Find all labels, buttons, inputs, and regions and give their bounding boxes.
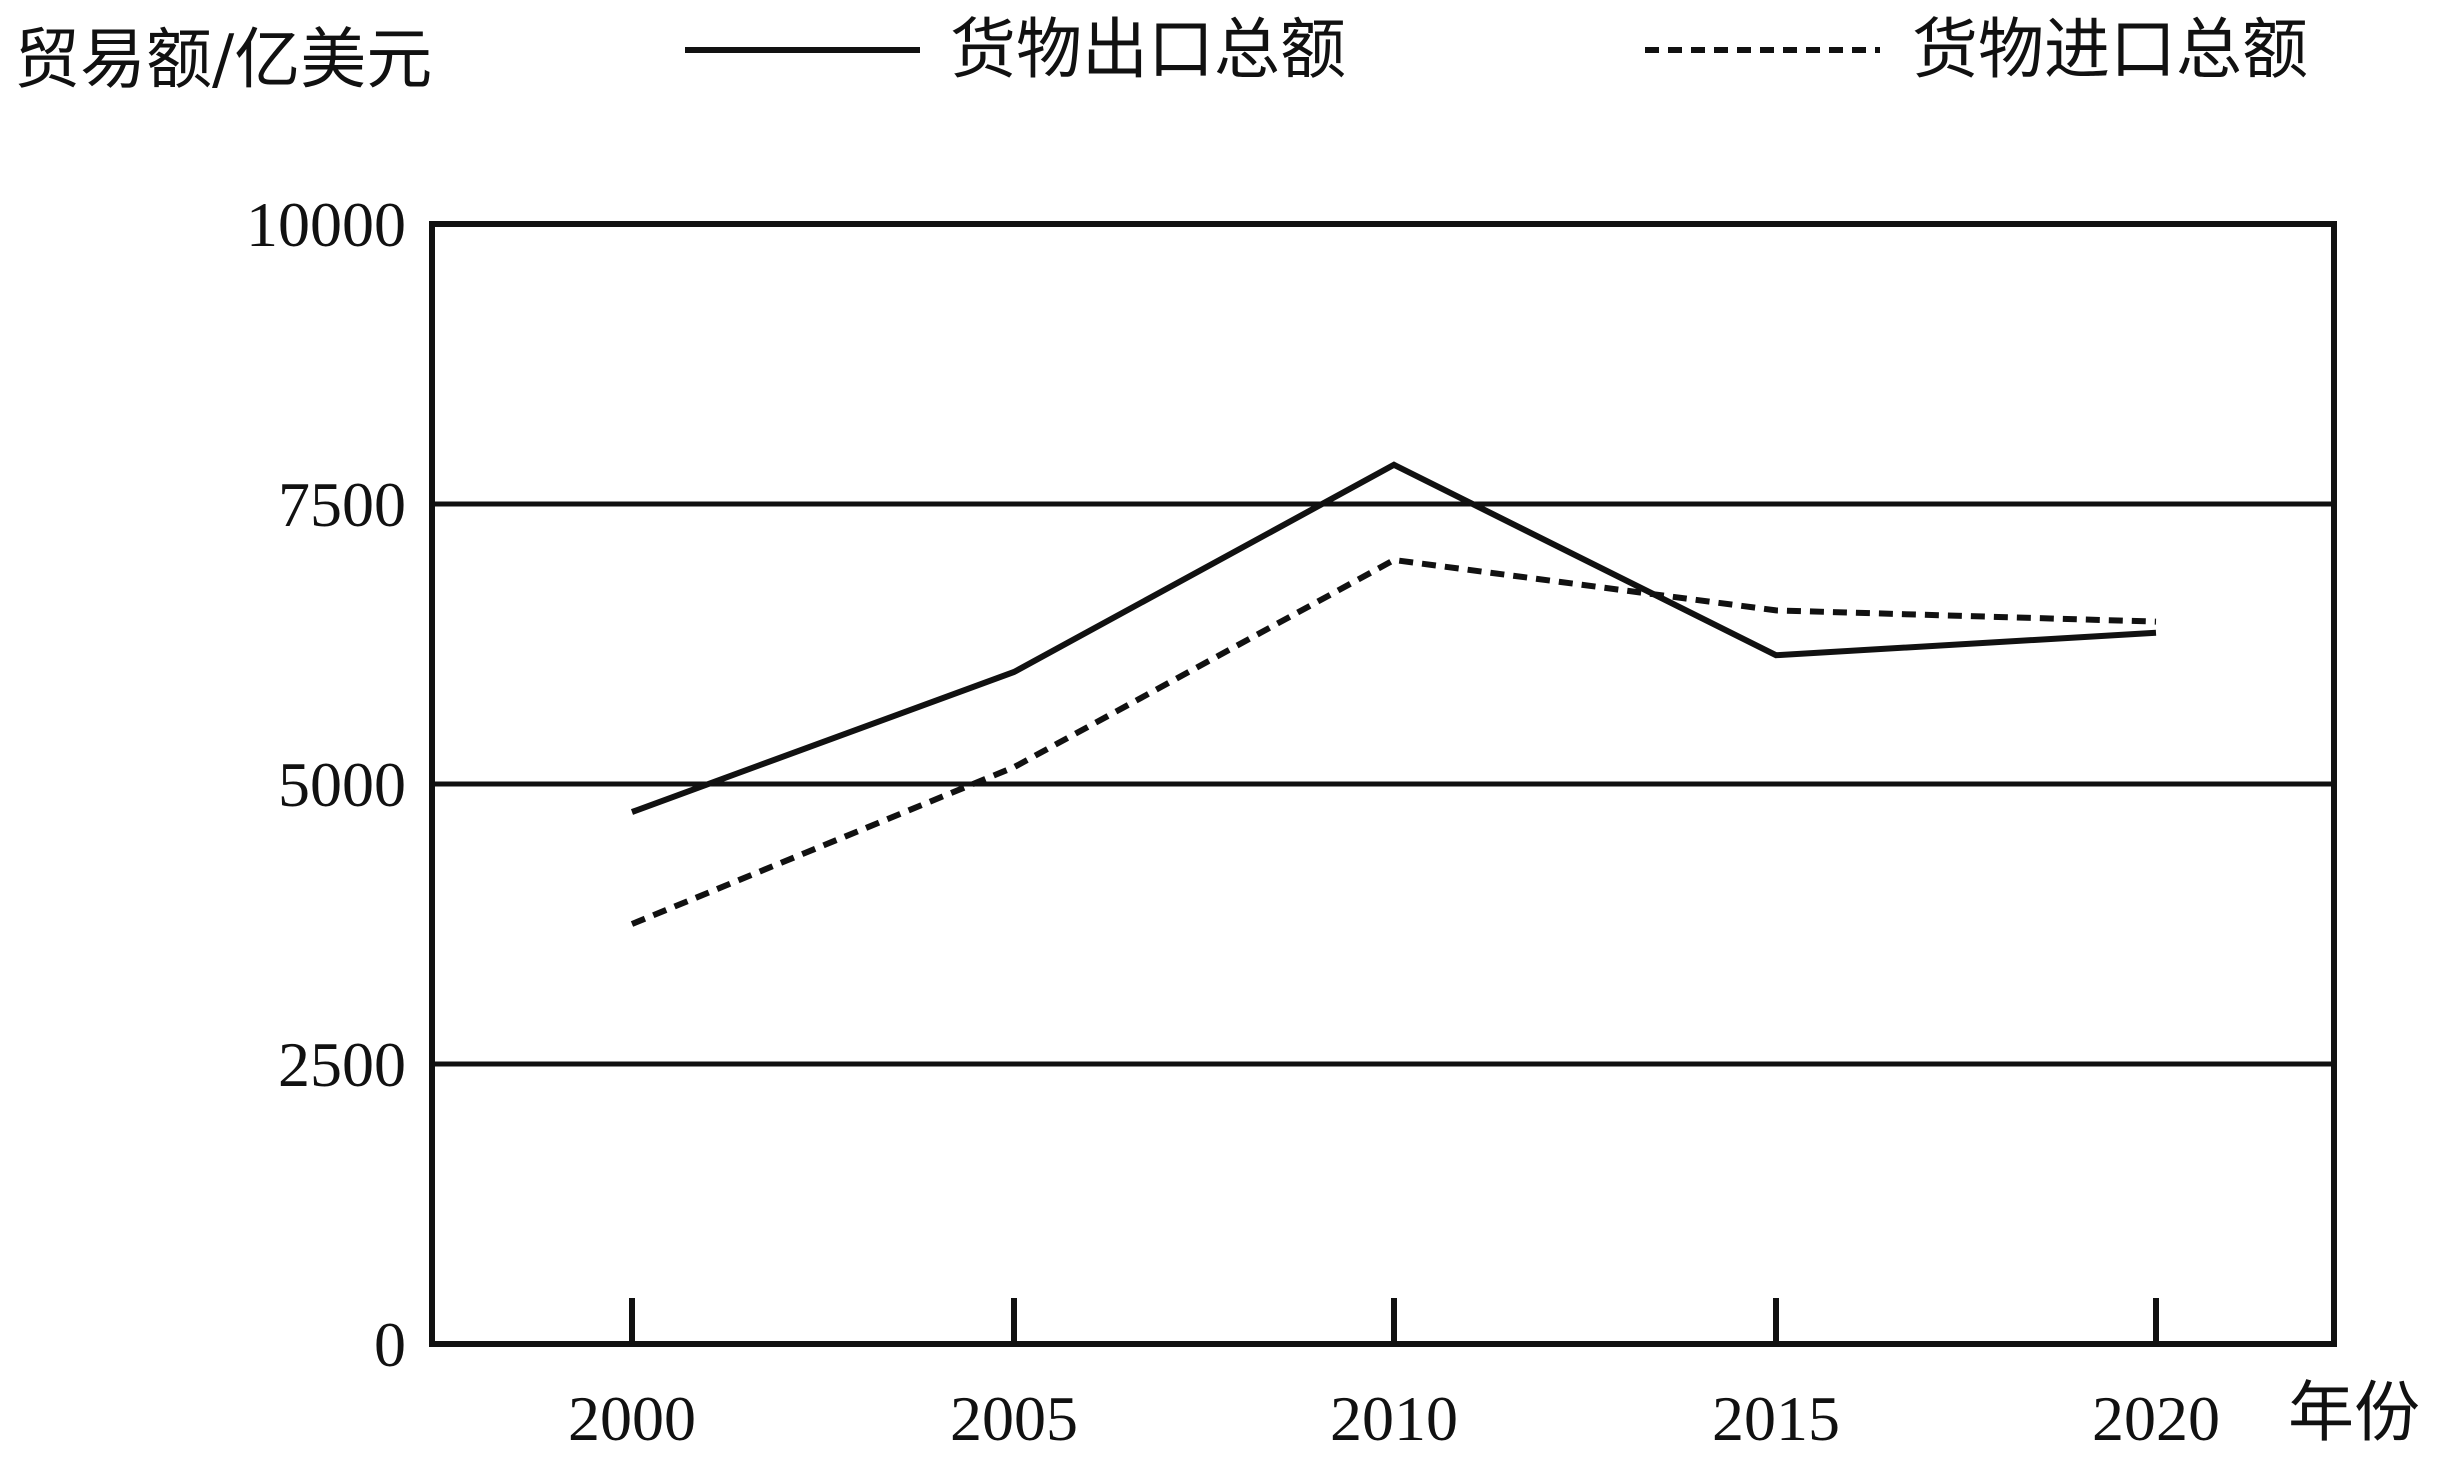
x-tick-label: 2000: [568, 1383, 696, 1454]
series-line-import: [630, 556, 2157, 927]
y-tick-label: 2500: [278, 1029, 406, 1100]
y-tick-label: 5000: [278, 749, 406, 820]
y-tick-label: 7500: [278, 469, 406, 540]
x-tick-label: 2005: [950, 1383, 1078, 1454]
series-lines: [630, 461, 2157, 927]
legend-label-import: 货物进口总额: [1912, 11, 2308, 88]
gridlines: [432, 501, 2334, 1067]
legend-label-export: 货物出口总额: [950, 11, 1346, 88]
x-tick-label: 2010: [1330, 1383, 1458, 1454]
legend: 货物出口总额 货物进口总额: [685, 11, 2308, 88]
y-axis-label: 贸易额/亿美元: [14, 21, 432, 98]
plot-frame: [429, 221, 2337, 1347]
series-line-export: [630, 461, 2157, 815]
y-tick-label: 0: [374, 1309, 406, 1380]
y-tick-label: 10000: [246, 189, 406, 260]
x-tick-label: 2020: [2092, 1383, 2220, 1454]
x-axis-label: 年份: [2288, 1374, 2420, 1451]
x-ticks: 2000 2005 2010 2015 2020: [568, 1298, 2220, 1454]
x-tick-label: 2015: [1712, 1383, 1840, 1454]
y-tick-labels: 0 2500 5000 7500 10000: [246, 189, 406, 1380]
